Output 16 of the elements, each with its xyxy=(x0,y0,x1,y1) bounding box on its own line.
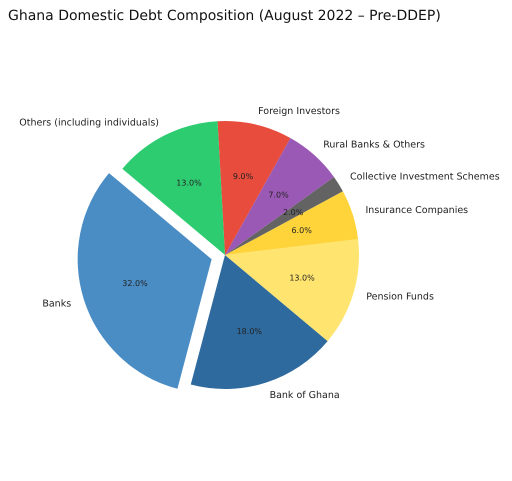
data-label: 32.0% xyxy=(122,279,148,288)
data-label: 9.0% xyxy=(232,172,254,182)
data-label: 7.0% xyxy=(268,190,290,200)
slice-label: Pension Funds xyxy=(366,292,434,303)
slice-label: Foreign Investors xyxy=(258,106,340,117)
slice-label: Others (including individuals) xyxy=(19,118,159,129)
chart-title: Ghana Domestic Debt Composition (August 2022 – Pre-DDEP) xyxy=(8,8,441,24)
slice-label: Banks xyxy=(42,298,72,310)
slice-label: Collective Investment Schemes xyxy=(350,171,500,182)
data-label: 13.0% xyxy=(289,273,316,282)
data-label: 13.0% xyxy=(176,178,202,188)
slice-label: Insurance Companies xyxy=(366,204,468,216)
data-label: 18.0% xyxy=(236,327,262,336)
slice-label: Bank of Ghana xyxy=(270,390,340,401)
data-label: 6.0% xyxy=(291,226,312,236)
slice-label: Rural Banks & Others xyxy=(323,140,426,151)
